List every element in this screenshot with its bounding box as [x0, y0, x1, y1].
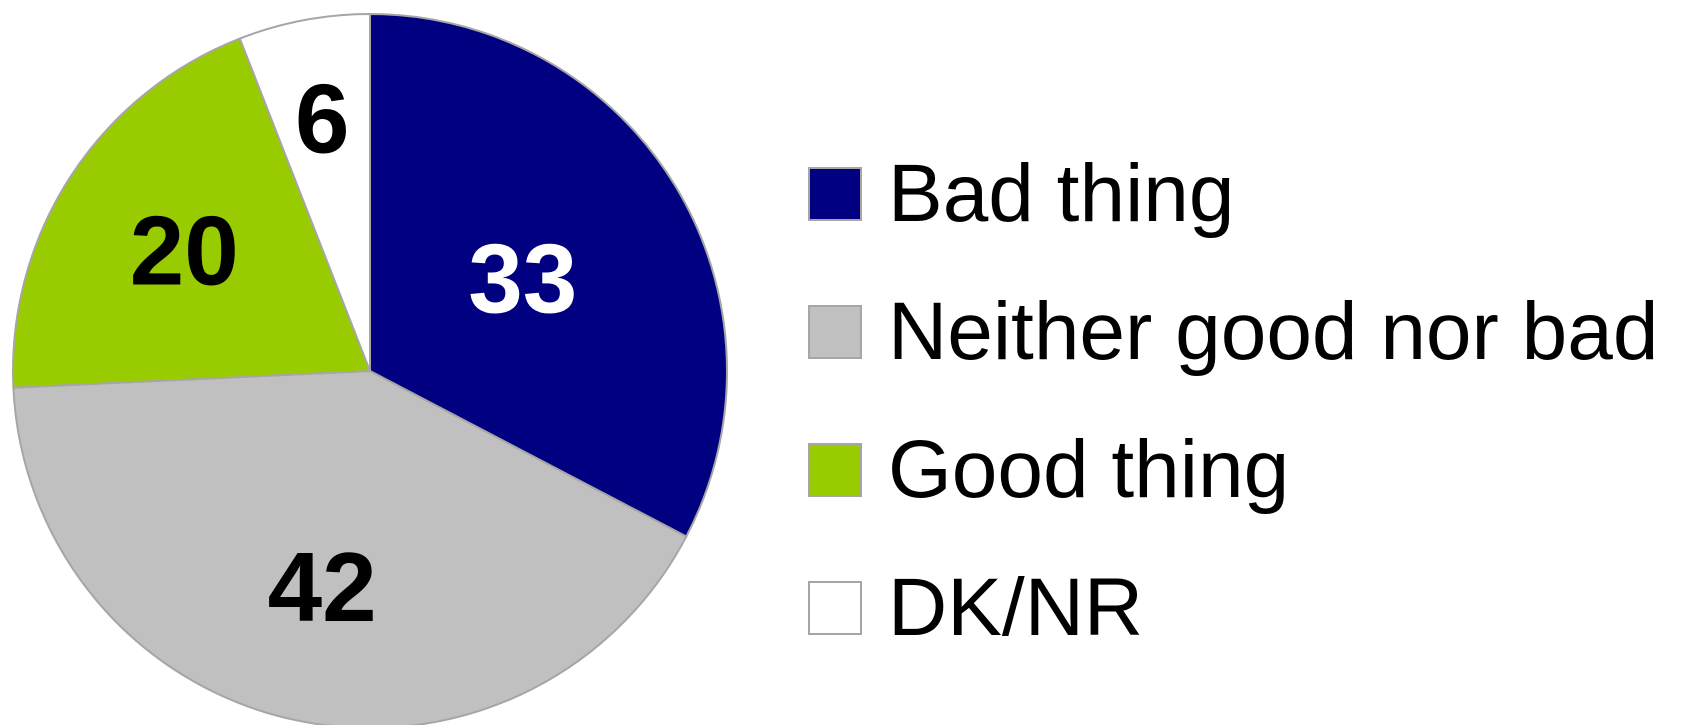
legend-item-dk-nr: DK/NR — [808, 539, 1658, 677]
legend-swatch-good-thing — [808, 443, 862, 497]
pie-slice-labels: 33 42 20 6 — [130, 63, 577, 642]
pie-label-good-thing: 20 — [130, 196, 239, 306]
legend: Bad thing Neither good nor bad Good thin… — [808, 125, 1658, 677]
legend-label-neither-good-nor-bad: Neither good nor bad — [888, 286, 1659, 377]
legend-label-good-thing: Good thing — [888, 424, 1290, 515]
legend-swatch-neither-good-nor-bad — [808, 305, 862, 359]
pie-label-bad-thing: 33 — [468, 224, 577, 334]
pie-label-dk-nr: 6 — [295, 63, 350, 173]
legend-label-dk-nr: DK/NR — [888, 562, 1144, 653]
legend-item-good-thing: Good thing — [808, 401, 1658, 539]
legend-swatch-bad-thing — [808, 167, 862, 221]
legend-label-bad-thing: Bad thing — [888, 148, 1235, 239]
pie-slice-good-thing — [12, 37, 372, 389]
pie-slice-neither-good-nor-bad — [12, 369, 688, 725]
legend-swatch-dk-nr — [808, 581, 862, 635]
pie-label-neither-good-nor-bad: 42 — [268, 532, 377, 642]
pie-slice-bad-thing — [369, 12, 728, 538]
legend-item-neither-good-nor-bad: Neither good nor bad — [808, 263, 1658, 401]
pie-slices — [12, 12, 728, 725]
pie-slice-dk-nr — [238, 12, 371, 372]
legend-item-bad-thing: Bad thing — [808, 125, 1658, 263]
